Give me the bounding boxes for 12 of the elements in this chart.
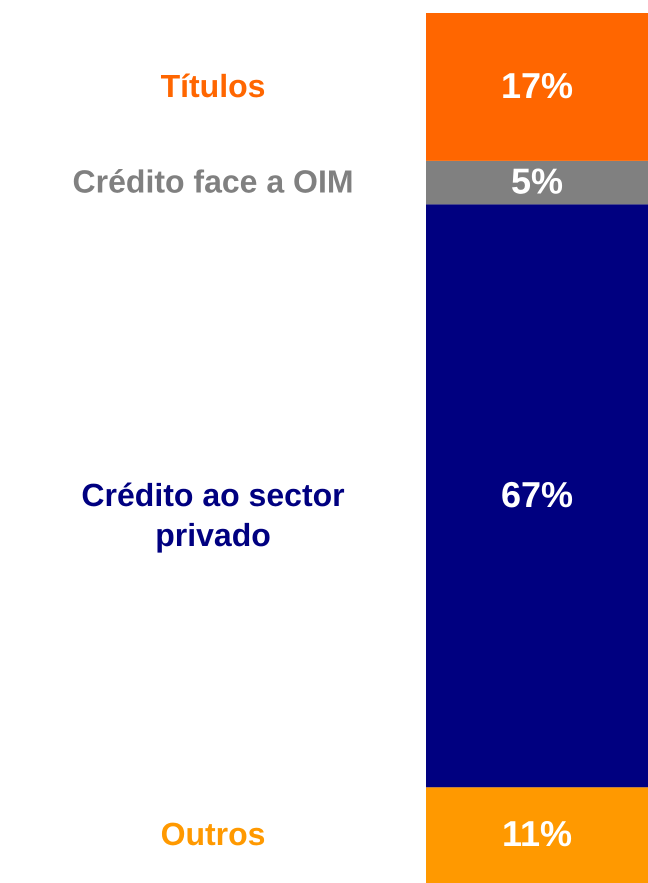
text: Crédito ao sector privado xyxy=(81,476,345,553)
bar xyxy=(426,160,648,204)
data-label: 67% xyxy=(500,474,574,515)
text: Crédito face a OIM xyxy=(72,164,354,200)
data-label: 17% xyxy=(500,64,574,106)
data-label: 11% xyxy=(502,813,572,854)
text: Títulos xyxy=(160,68,266,104)
bar xyxy=(426,204,648,788)
text: Outros xyxy=(160,816,266,852)
bar xyxy=(426,787,648,883)
data-label: 5% xyxy=(510,160,564,202)
bar xyxy=(426,13,648,161)
